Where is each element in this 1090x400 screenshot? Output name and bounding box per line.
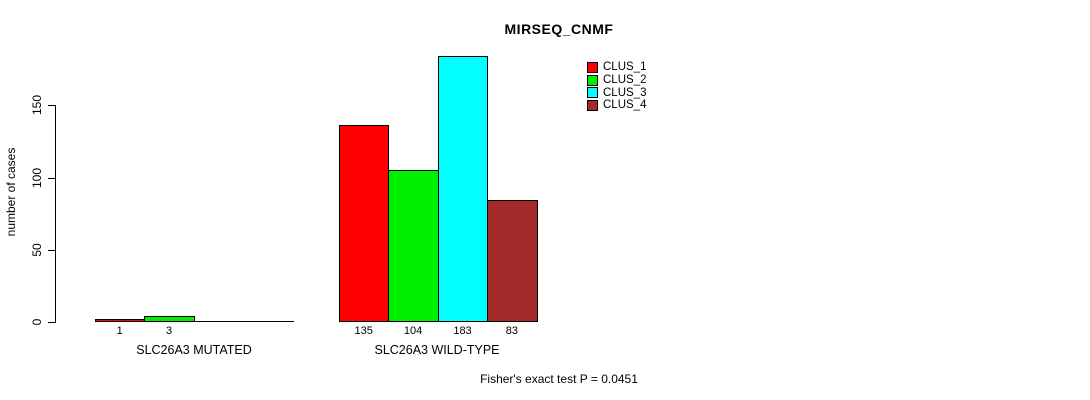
bar-value-label: 104: [403, 325, 423, 337]
y-axis-line: [55, 105, 56, 323]
legend-swatch-clus-4: [587, 100, 598, 112]
bar-clus_4: [487, 200, 538, 322]
legend-label: CLUS_3: [603, 86, 647, 99]
legend-label: CLUS_4: [603, 99, 647, 112]
bar-value-label: 135: [354, 325, 373, 337]
bar-value-label: 3: [166, 325, 173, 337]
y-axis-label: number of cases: [4, 147, 18, 237]
y-axis-tick: [48, 105, 55, 107]
bar-clus_2: [388, 169, 439, 322]
y-tick-label: 0: [30, 318, 44, 326]
bar-value-label: 183: [453, 325, 472, 337]
legend-label: CLUS_1: [603, 61, 647, 73]
legend-label: CLUS_2: [603, 73, 647, 86]
chart-title: MIRSEQ_CNMF: [504, 21, 614, 37]
x-group-label-mutated: SLC26A3 MUTATED: [136, 343, 252, 357]
legend: CLUS_1 CLUS_2 CLUS_3 CLUS_4: [587, 61, 646, 112]
legend-swatch-clus-2: [587, 74, 598, 86]
y-axis-tick: [48, 322, 55, 323]
y-tick-label: 100: [30, 167, 44, 188]
legend-item: CLUS_2: [587, 74, 646, 87]
y-axis-tick: [48, 177, 55, 179]
y-tick-label: 50: [30, 243, 44, 257]
stat-annotation: Fisher's exact test P = 0.0451: [480, 372, 638, 386]
legend-swatch-clus-1: [587, 61, 598, 73]
bar-value-label: 1: [116, 325, 123, 337]
legend-item: CLUS_3: [587, 87, 646, 100]
x-group-label-wild-type: SLC26A3 WILD-TYPE: [374, 343, 500, 357]
y-tick-label: 150: [30, 95, 44, 116]
bar-clus_3: [437, 55, 489, 322]
bar-clus_1: [95, 318, 146, 322]
y-axis-tick: [48, 249, 55, 251]
bar-zero-clus_3: [193, 321, 245, 322]
bar-value-label: 83: [505, 325, 519, 337]
bar-clus_2: [144, 315, 195, 322]
legend-item: CLUS_4: [587, 99, 646, 112]
bar-zero-clus_4: [243, 321, 294, 322]
bar-clus_1: [339, 125, 390, 322]
legend-item: CLUS_1: [587, 61, 646, 74]
legend-swatch-clus-3: [587, 87, 598, 99]
